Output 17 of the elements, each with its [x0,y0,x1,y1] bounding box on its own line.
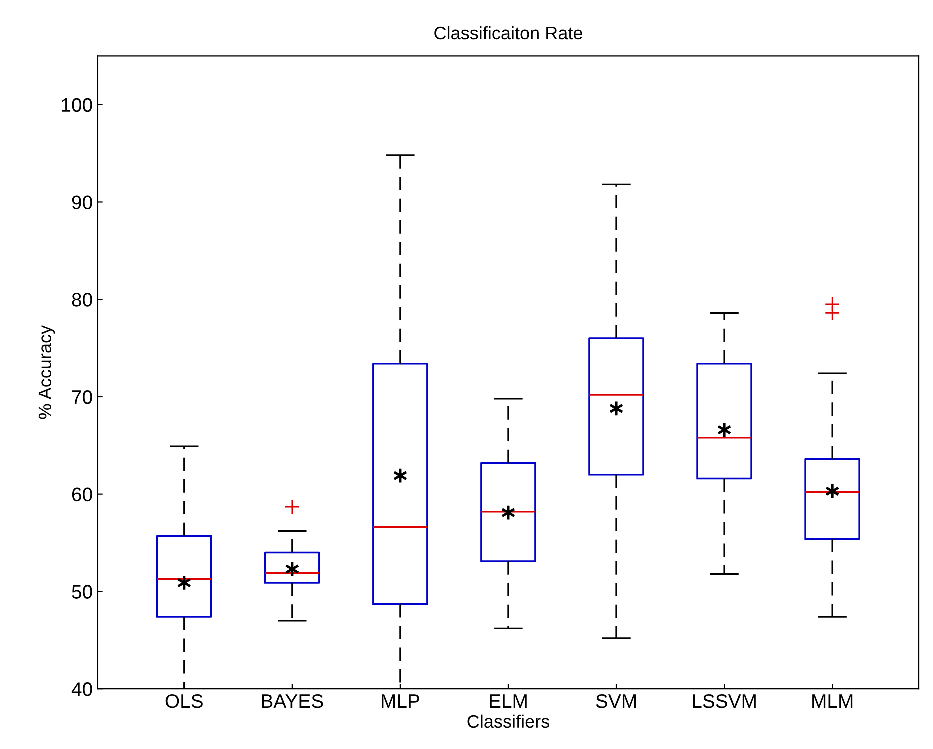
y-tick-label: 40 [72,682,92,696]
x-tick-label: MLP [382,694,420,708]
y-tick-label: 80 [72,293,92,307]
x-tick-label: ELM [490,694,527,708]
y-tick-label: 100 [62,98,92,112]
x-tick-label: BAYES [262,694,324,708]
x-tick-label: MLM [812,694,853,708]
x-tick-label: OLS [166,694,203,708]
x-tick-label: LSSVM [693,694,756,708]
y-tick-label: 70 [72,390,92,404]
y-tick-label: 60 [72,488,92,502]
y-tick-label: 90 [72,196,92,210]
x-axis-title: Classifiers [468,714,550,728]
y-axis-title: % Accuracy [38,325,56,420]
y-tick-label: 50 [72,585,92,599]
x-tick-label: SVM [596,694,636,708]
chart-title: Classificaiton Rate [434,26,582,40]
